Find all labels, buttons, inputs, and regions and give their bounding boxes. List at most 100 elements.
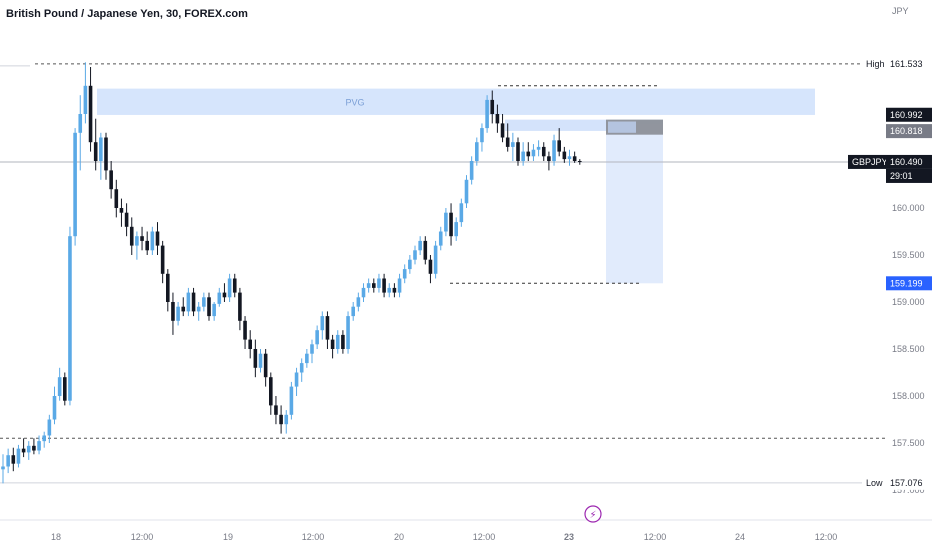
high-label: High [866,59,885,69]
candle-body [531,149,536,157]
candle-body [372,283,376,288]
candle-body [47,419,52,436]
candle-body [557,140,561,152]
candle-body [315,330,319,345]
candle-body [567,156,572,160]
y-tick-label: 158.000 [892,391,925,401]
candle-body [572,156,577,161]
chart-title: British Pound / Japanese Yen, 30, FOREX.… [6,8,248,20]
countdown-tag: 29:01 [890,171,913,181]
candle-body [578,161,582,162]
candle-body [263,353,268,378]
x-tick-label: 12:00 [815,532,838,542]
x-tick-label: 12:00 [131,532,154,542]
stop-zone-inner [608,121,636,133]
fvg-zone-small [505,119,663,131]
x-tick-label: 24 [735,532,745,542]
candle-body [135,236,139,246]
candle-body [104,137,108,171]
candle-body [428,259,433,274]
candle-body [186,292,191,312]
candle-body [78,114,83,133]
candle-body [335,334,340,349]
candle-body [222,292,227,298]
target-price-tag-bg [886,276,932,291]
high-value-bg [886,56,932,71]
candle-body [16,448,21,464]
candle-body [248,339,252,349]
candle-body [475,142,479,161]
candle-body [505,137,510,147]
candle-body [526,151,531,157]
currency-label: JPY [892,6,909,16]
candle-body [438,231,443,246]
candle-body [490,99,495,114]
x-tick-label: 12:00 [302,532,325,542]
y-tick-label: 158.500 [892,344,925,354]
candle-body [114,189,119,208]
low-label-bg [862,475,886,490]
candle-body [57,377,62,396]
lightning-icon: ⚡ [589,510,596,521]
fvg-zone [97,88,815,115]
y-tick-label: 159.500 [892,250,925,260]
y-tick-label: 160.000 [892,203,925,213]
candle-body [129,226,134,246]
candle-body [562,151,567,160]
candle-body [397,278,402,293]
price-tag-a: 160.992 [890,110,923,120]
x-tick-label: 23 [564,532,574,542]
candle-body [310,344,314,354]
event-marker-icon [584,505,602,523]
last-price-tag-bg [886,154,932,169]
y-tick-label: 157.000 [892,485,925,495]
y-tick-label: 157.500 [892,438,925,448]
candle-body [6,455,10,467]
candle-body [382,278,386,293]
price-tag-b: 160.818 [890,126,923,136]
candle-body [253,349,258,368]
x-tick-label: 19 [223,532,233,542]
candle-body [274,405,278,415]
symbol-tag-bg [848,154,886,169]
candle-body [356,297,361,307]
candle-body [469,161,474,180]
candle-body [480,128,484,143]
last-price-tag: 160.490 [890,157,923,167]
candle-body [495,114,500,124]
candle-body [191,292,196,312]
candle-body [32,445,36,451]
low-value-bg [886,475,932,490]
symbol-tag: GBPJPY [852,157,888,167]
candle-body [171,302,175,321]
candle-body [346,316,350,349]
candle-body [119,208,124,213]
candle-body [124,212,129,227]
candle-body [408,259,412,270]
x-tick-label: 12:00 [473,532,496,542]
candle-body [320,316,325,331]
high-value: 161.533 [890,59,923,69]
candle-body [269,377,273,406]
candle-body [500,123,505,138]
candle-body [109,170,113,190]
candle-body [552,140,556,161]
candle-body [536,146,541,150]
target-price-tag: 159.199 [890,278,923,288]
candle-body [258,353,263,368]
candle-body [279,414,283,425]
candle-body [541,146,546,157]
candle-body [366,283,371,288]
candle-body [444,212,448,232]
price-tag-a-bg [886,107,932,122]
high-label-bg [862,56,886,71]
candle-body [392,287,397,293]
candle-body [459,203,464,223]
candle-body [238,292,242,321]
candle-body [202,297,206,307]
candle-body [42,435,46,442]
candle-body [37,441,41,451]
candle-body [166,273,170,302]
candle-body [449,212,453,237]
